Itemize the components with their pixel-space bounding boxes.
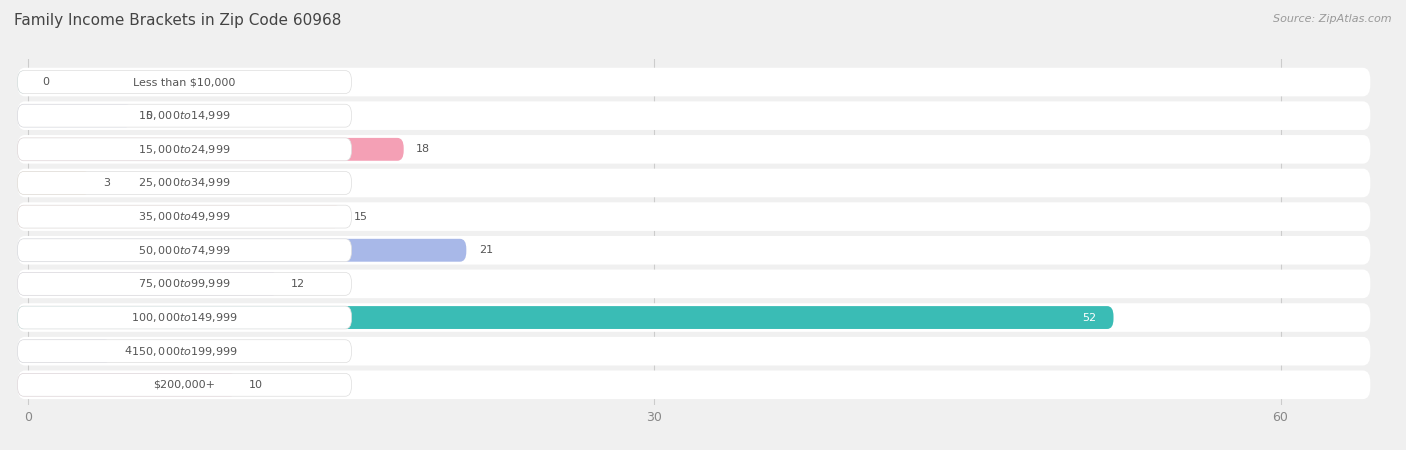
FancyBboxPatch shape: [17, 239, 467, 262]
FancyBboxPatch shape: [17, 272, 352, 295]
Text: $50,000 to $74,999: $50,000 to $74,999: [138, 244, 231, 257]
Text: $35,000 to $49,999: $35,000 to $49,999: [138, 210, 231, 223]
Text: Source: ZipAtlas.com: Source: ZipAtlas.com: [1274, 14, 1392, 23]
FancyBboxPatch shape: [17, 374, 236, 396]
FancyBboxPatch shape: [17, 272, 278, 295]
FancyBboxPatch shape: [17, 135, 1371, 164]
Text: $200,000+: $200,000+: [153, 380, 215, 390]
Text: Less than $10,000: Less than $10,000: [134, 77, 236, 87]
FancyBboxPatch shape: [17, 239, 352, 262]
FancyBboxPatch shape: [17, 171, 90, 194]
FancyBboxPatch shape: [17, 104, 132, 127]
FancyBboxPatch shape: [17, 68, 1371, 96]
FancyBboxPatch shape: [17, 306, 352, 329]
Text: 10: 10: [249, 380, 263, 390]
FancyBboxPatch shape: [17, 138, 404, 161]
Text: 5: 5: [145, 111, 152, 121]
Text: $150,000 to $199,999: $150,000 to $199,999: [131, 345, 238, 358]
Text: 15: 15: [353, 212, 367, 221]
FancyBboxPatch shape: [17, 205, 352, 228]
FancyBboxPatch shape: [17, 270, 1371, 298]
FancyBboxPatch shape: [17, 205, 342, 228]
Text: 18: 18: [416, 144, 430, 154]
FancyBboxPatch shape: [17, 202, 1371, 231]
FancyBboxPatch shape: [17, 340, 111, 363]
Text: 12: 12: [291, 279, 305, 289]
FancyBboxPatch shape: [17, 138, 352, 161]
FancyBboxPatch shape: [17, 303, 1371, 332]
FancyBboxPatch shape: [17, 337, 1371, 365]
FancyBboxPatch shape: [17, 340, 352, 363]
FancyBboxPatch shape: [17, 71, 28, 94]
Text: 4: 4: [124, 346, 131, 356]
Text: $15,000 to $24,999: $15,000 to $24,999: [138, 143, 231, 156]
Text: $75,000 to $99,999: $75,000 to $99,999: [138, 277, 231, 290]
Text: 0: 0: [42, 77, 49, 87]
FancyBboxPatch shape: [17, 169, 1371, 197]
FancyBboxPatch shape: [17, 374, 352, 396]
Text: $100,000 to $149,999: $100,000 to $149,999: [131, 311, 238, 324]
Text: 52: 52: [1083, 313, 1097, 323]
Text: $10,000 to $14,999: $10,000 to $14,999: [138, 109, 231, 122]
Text: Family Income Brackets in Zip Code 60968: Family Income Brackets in Zip Code 60968: [14, 14, 342, 28]
FancyBboxPatch shape: [17, 370, 1371, 399]
FancyBboxPatch shape: [17, 101, 1371, 130]
FancyBboxPatch shape: [17, 71, 352, 94]
Text: 3: 3: [103, 178, 110, 188]
FancyBboxPatch shape: [17, 171, 352, 194]
FancyBboxPatch shape: [17, 236, 1371, 265]
FancyBboxPatch shape: [17, 306, 1114, 329]
FancyBboxPatch shape: [17, 104, 352, 127]
Text: 21: 21: [479, 245, 494, 255]
Text: $25,000 to $34,999: $25,000 to $34,999: [138, 176, 231, 189]
